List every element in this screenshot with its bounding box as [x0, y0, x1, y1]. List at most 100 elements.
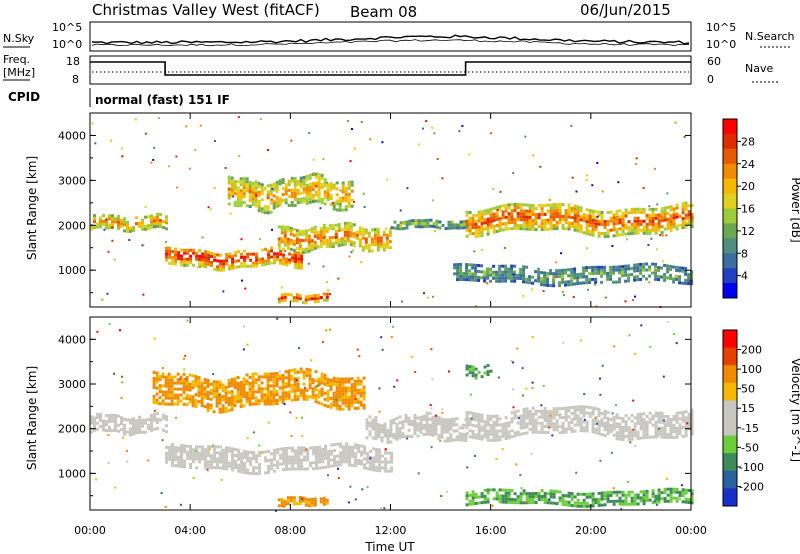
power-cell	[338, 202, 342, 206]
power-cell	[468, 232, 472, 235]
velocity-cell	[192, 454, 196, 458]
power-cell	[249, 264, 253, 268]
power-cell	[385, 245, 389, 249]
power-cell	[690, 270, 694, 274]
velocity-cell	[663, 420, 667, 424]
velocity-cell	[258, 451, 262, 455]
power-cell	[576, 229, 580, 233]
velocity-cell	[194, 399, 198, 403]
xtick-label: 12:00	[375, 524, 407, 537]
velocity-cell	[141, 421, 144, 425]
power-speckle	[539, 165, 542, 168]
velocity-cell	[636, 412, 640, 416]
power-cell	[346, 221, 350, 225]
power-cell	[591, 209, 595, 213]
power-cell	[341, 181, 345, 185]
power-cell	[364, 237, 368, 241]
power-cell	[165, 249, 169, 253]
power-cell	[204, 262, 208, 266]
velocity-cell	[147, 418, 150, 422]
power-cell	[297, 263, 301, 267]
velocity-cell	[365, 424, 369, 428]
power-cell	[216, 259, 220, 263]
velocity-cell	[324, 453, 328, 457]
velocity-cell	[114, 422, 117, 426]
velocity-cell	[322, 499, 326, 503]
power-cell	[420, 219, 424, 223]
velocity-cell	[630, 496, 634, 500]
power-cell	[138, 221, 141, 225]
velocity-cell	[642, 496, 646, 500]
power-cell	[334, 223, 338, 227]
velocity-cell	[335, 386, 339, 390]
velocity-cell	[690, 408, 694, 412]
power-cell	[513, 276, 517, 280]
power-cell	[513, 206, 517, 209]
power-cell	[600, 274, 604, 278]
power-cell	[150, 223, 153, 227]
velocity-cell	[555, 407, 559, 411]
power-cell	[261, 257, 265, 261]
power-cell	[474, 278, 478, 282]
power-cell	[534, 207, 538, 211]
velocity-cell	[669, 421, 673, 424]
velocity-cell	[356, 391, 360, 395]
power-speckle	[386, 178, 389, 181]
velocity-cell	[372, 459, 376, 463]
velocity-cell	[257, 387, 261, 391]
velocity-cell	[483, 429, 487, 433]
velocity-cell	[486, 364, 490, 368]
velocity-cell	[302, 394, 306, 398]
velocity-cell	[288, 461, 292, 465]
power-cell	[298, 229, 302, 233]
velocity-speckle	[657, 435, 660, 438]
power-cell	[573, 219, 577, 223]
velocity-cell	[164, 396, 168, 400]
velocity-colorbar-segment	[723, 488, 737, 507]
power-cell	[465, 263, 469, 267]
power-cell	[528, 224, 532, 228]
power-speckle	[360, 121, 363, 124]
power-cell	[231, 260, 235, 264]
power-cell	[237, 265, 241, 269]
power-cell	[675, 265, 679, 269]
velocity-cell	[434, 432, 438, 436]
velocity-cell	[455, 429, 459, 433]
velocity-cell	[422, 424, 426, 427]
velocity-cell	[167, 384, 171, 388]
power-cell	[180, 257, 184, 261]
power-cell	[376, 227, 380, 231]
velocity-cell	[516, 501, 520, 505]
power-cell	[156, 221, 159, 225]
velocity-cell	[279, 456, 283, 460]
power-cell	[615, 230, 619, 234]
power-cell	[504, 267, 508, 271]
power-cell	[414, 225, 418, 229]
velocity-cell	[657, 414, 661, 418]
velocity-cell	[255, 466, 259, 470]
velocity-speckle	[666, 321, 669, 324]
velocity-cell	[690, 420, 694, 424]
velocity-cell	[246, 456, 250, 460]
power-cell	[210, 261, 214, 264]
velocity-cell	[195, 454, 199, 458]
velocity-cell	[621, 429, 625, 432]
velocity-cell	[552, 428, 556, 432]
power-cell	[102, 220, 105, 223]
velocity-cell	[368, 415, 372, 419]
power-cell	[328, 227, 332, 231]
velocity-cell	[531, 412, 535, 416]
velocity-cell	[304, 497, 308, 501]
power-cell	[280, 296, 284, 300]
velocity-cell	[437, 422, 441, 426]
velocity-cell	[477, 422, 481, 426]
power-speckle	[575, 190, 578, 193]
power-cell	[579, 206, 583, 210]
power-cell	[477, 228, 481, 232]
velocity-cell	[321, 451, 325, 455]
velocity-cell	[675, 426, 679, 430]
velocity-speckle	[440, 495, 443, 497]
velocity-cell	[534, 492, 538, 495]
velocity-cell	[552, 413, 556, 417]
power-cell	[222, 262, 226, 266]
